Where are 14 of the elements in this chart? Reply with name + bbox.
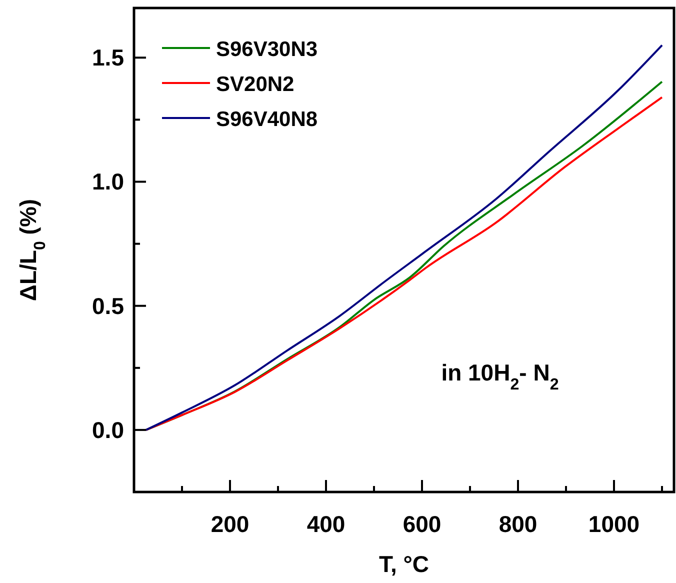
annotation: in 10H$_{2}$- N$_{2}$ — [441, 359, 559, 394]
x-tick-label: 200 — [210, 511, 250, 537]
y-tick-label: 1.5 — [92, 44, 124, 71]
legend-label: S96V30N3 — [216, 38, 318, 61]
legend-label: S96V40N8 — [216, 108, 318, 131]
x-tick-label: 1000 — [588, 511, 640, 537]
x-tick-label: 400 — [306, 511, 346, 537]
legend-label: SV20N2 — [216, 73, 294, 96]
x-axis-title: T, °C — [378, 551, 430, 577]
y-tick-label: 0.0 — [92, 416, 124, 443]
x-tick-label: 600 — [402, 511, 442, 537]
y-tick-label: 1.0 — [92, 168, 124, 195]
x-tick-label: 800 — [498, 511, 538, 537]
y-tick-label: 0.5 — [92, 292, 124, 319]
